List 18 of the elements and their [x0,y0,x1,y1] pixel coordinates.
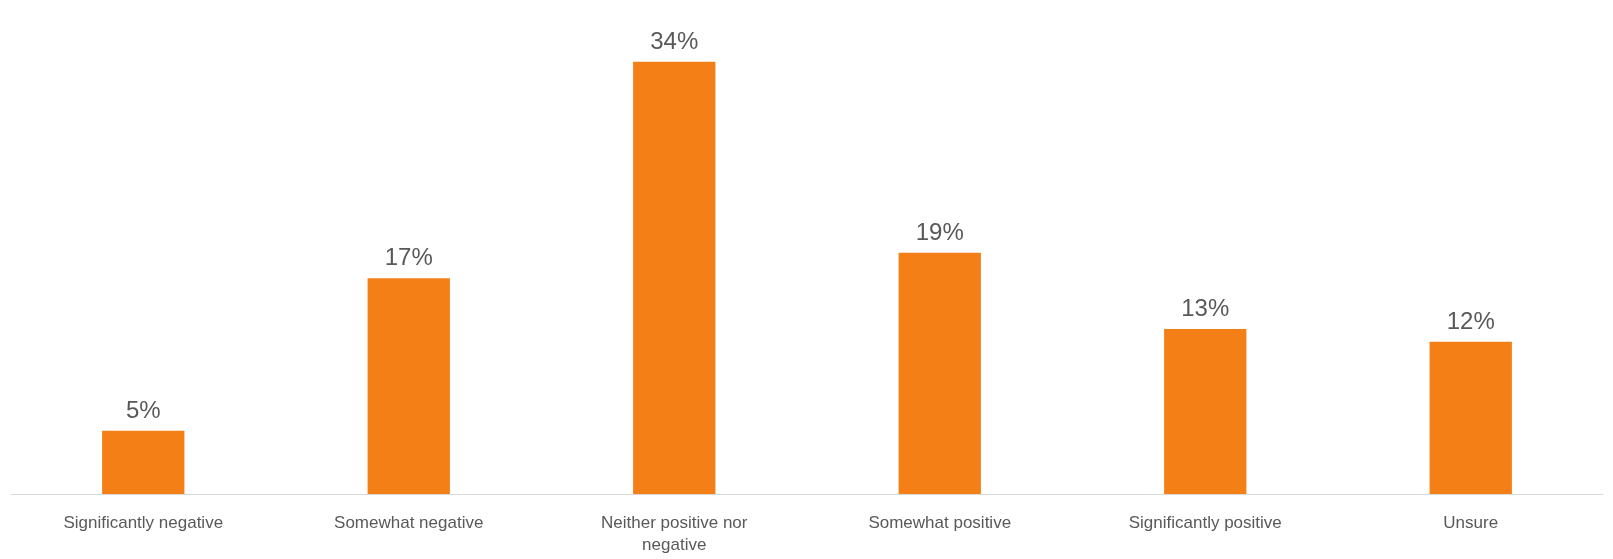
bar [102,430,185,495]
data-label: 34% [650,26,699,54]
x-tick-label: Somewhat positive [868,512,1012,532]
x-tick-label: Significantly negative [63,512,224,532]
data-label: 12% [1446,306,1495,334]
x-tick-label: Somewhat negative [334,512,484,532]
x-tick-label: Significantly positive [1128,512,1282,532]
bar [1429,341,1512,495]
data-label: 13% [1181,294,1230,322]
bar [898,252,981,495]
bar [633,61,716,495]
data-label: 5% [125,395,161,423]
bar [367,278,450,495]
data-label: 17% [384,243,433,271]
bar [1164,329,1247,495]
data-label: 19% [915,217,964,245]
x-tick-label: Neither positive nor negative [601,512,748,555]
x-tick-label: Unsure [1443,512,1499,532]
